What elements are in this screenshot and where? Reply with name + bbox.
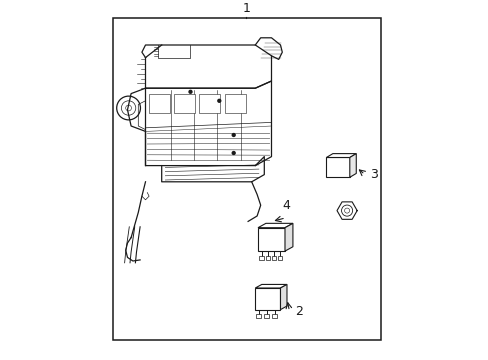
Bar — [272, 314, 277, 318]
Bar — [224, 94, 245, 113]
Polygon shape — [349, 154, 356, 177]
Polygon shape — [258, 223, 292, 228]
Bar — [264, 314, 269, 318]
Text: 4: 4 — [282, 199, 289, 212]
Polygon shape — [325, 154, 356, 158]
Circle shape — [231, 133, 235, 137]
Bar — [325, 157, 349, 177]
Bar — [199, 94, 220, 113]
Bar — [258, 228, 285, 251]
Bar — [113, 18, 381, 340]
Polygon shape — [255, 284, 286, 288]
Bar — [259, 256, 263, 260]
Text: 1: 1 — [242, 3, 250, 15]
Bar — [265, 256, 269, 260]
Bar — [255, 288, 280, 310]
Circle shape — [231, 151, 235, 155]
Polygon shape — [280, 284, 286, 310]
Bar — [174, 94, 195, 113]
Bar — [271, 256, 275, 260]
Circle shape — [217, 99, 221, 103]
Polygon shape — [285, 223, 292, 251]
Text: 3: 3 — [370, 168, 378, 181]
Bar — [256, 314, 261, 318]
Text: 2: 2 — [294, 305, 302, 318]
Bar — [277, 256, 282, 260]
Circle shape — [188, 90, 192, 94]
Bar — [149, 94, 170, 113]
